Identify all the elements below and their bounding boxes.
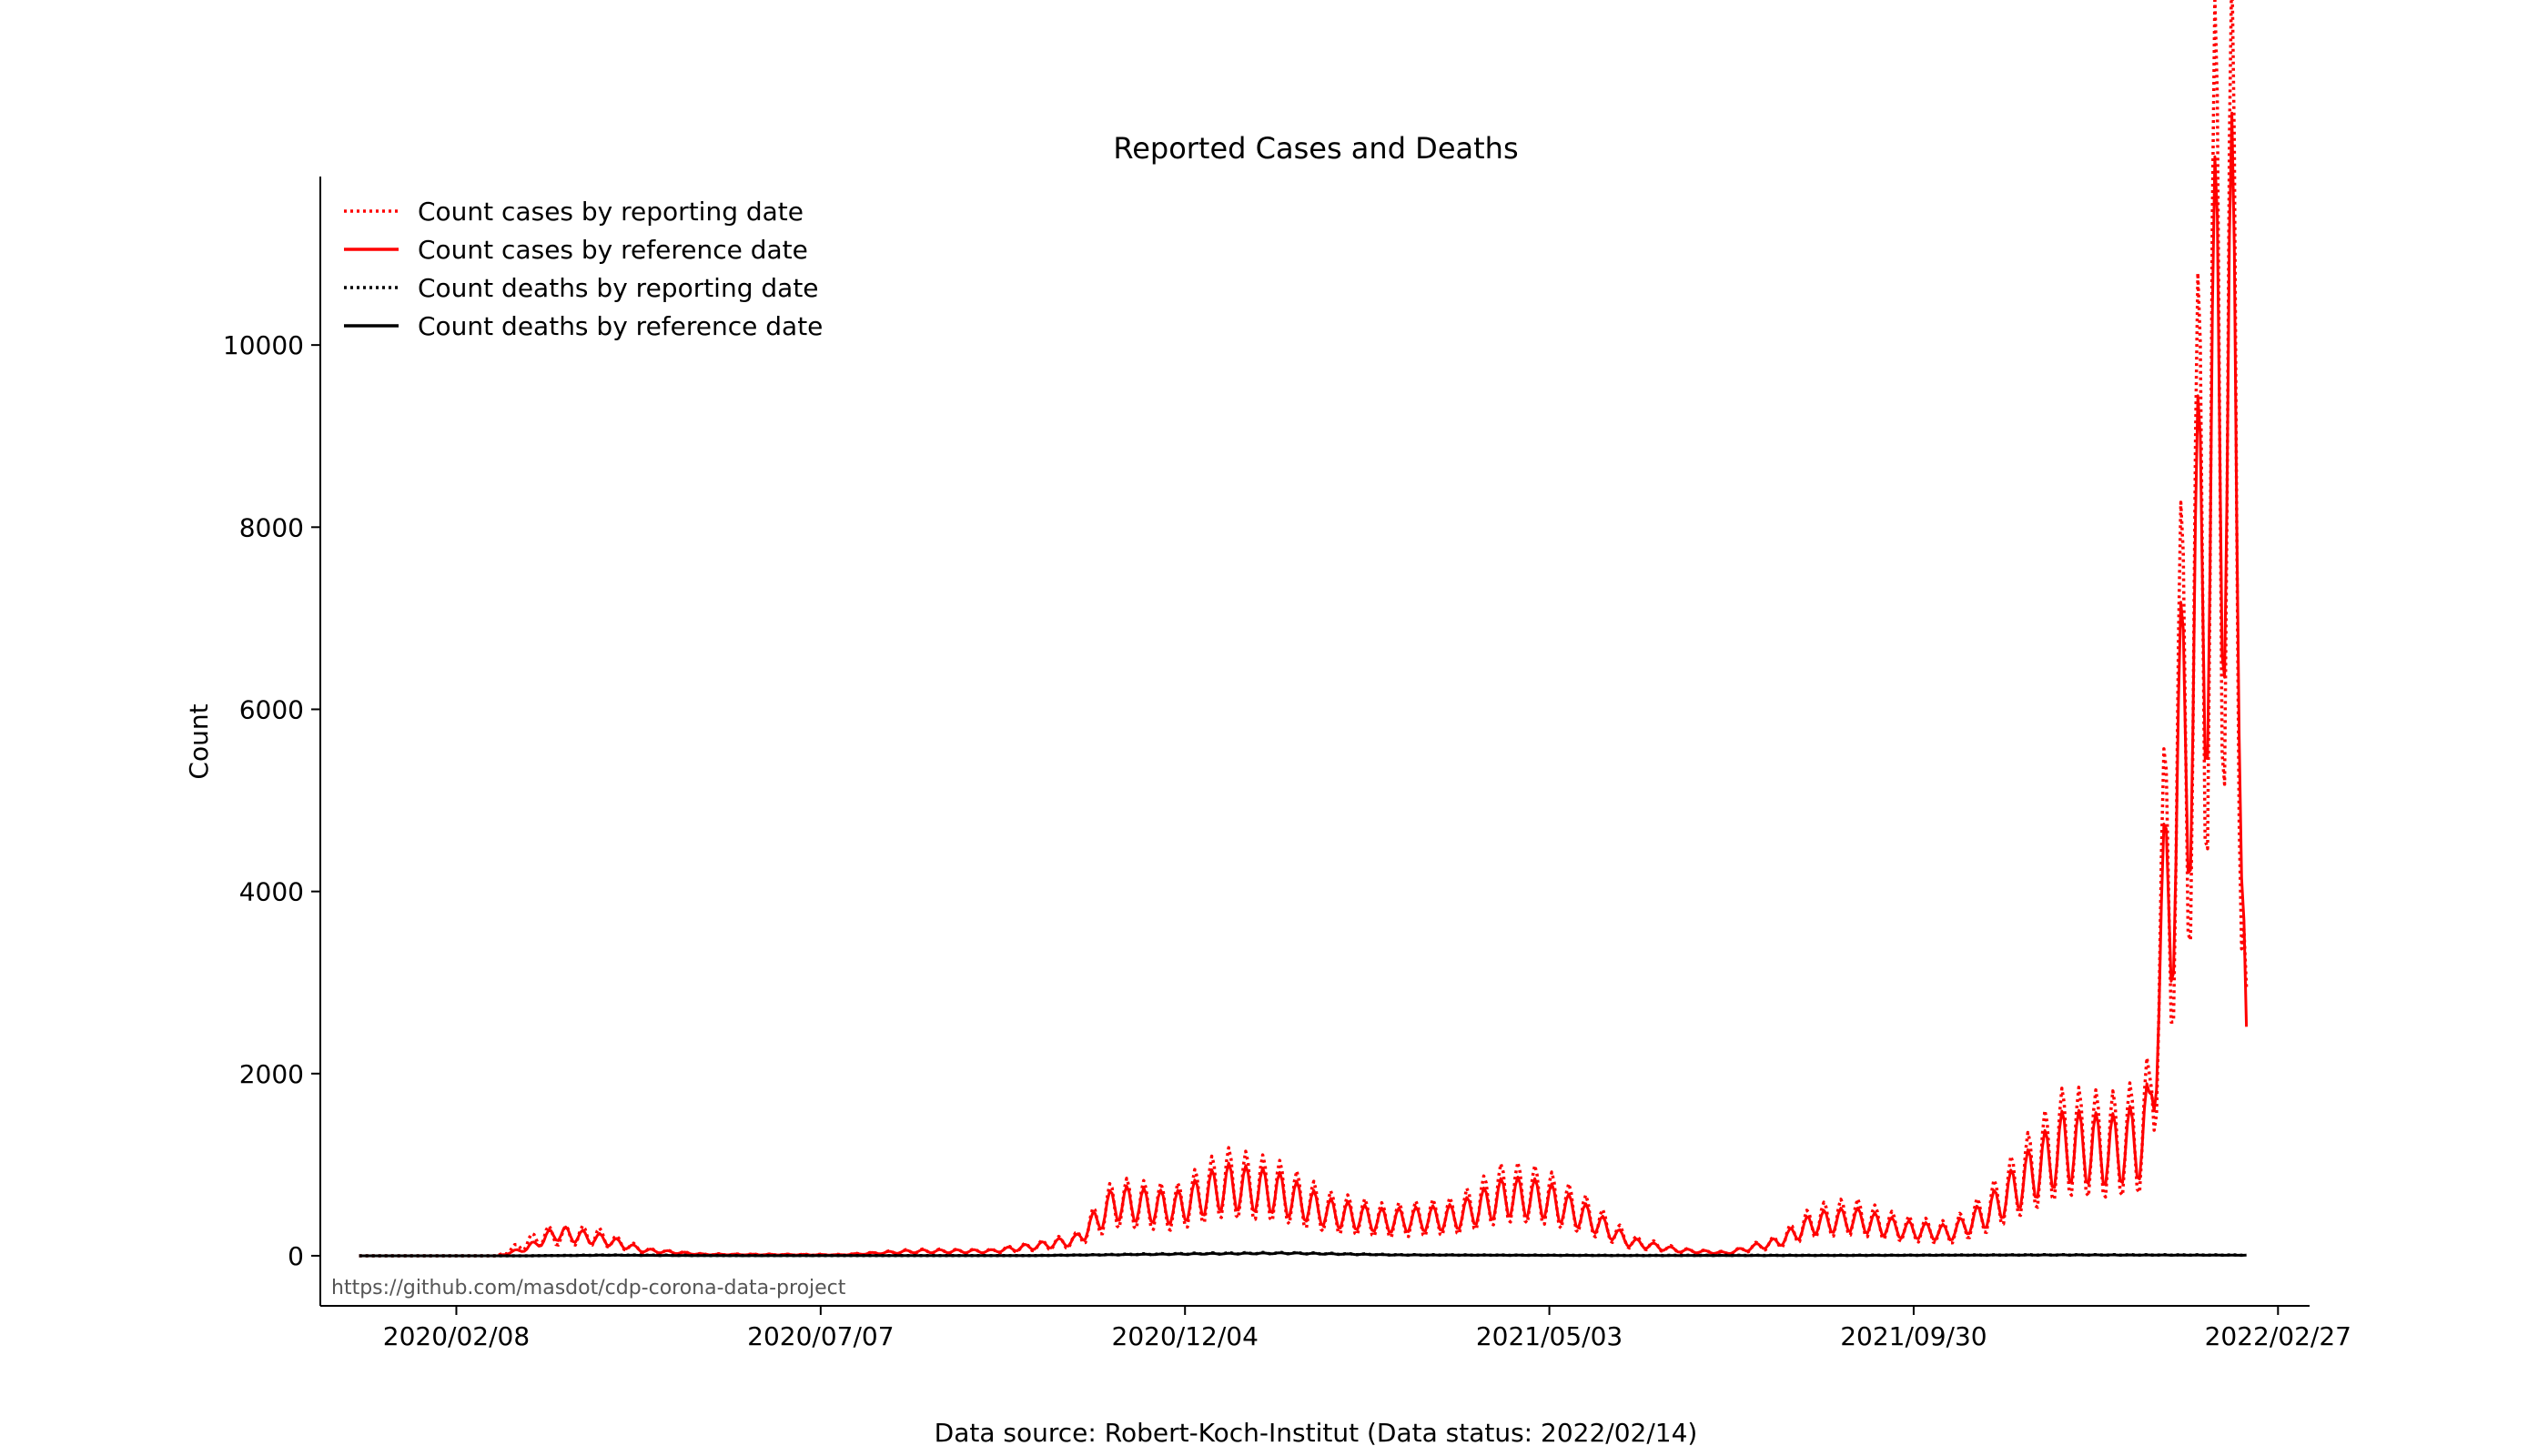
x-tick-label: 2020/12/04 xyxy=(1112,1321,1259,1351)
legend-label: Count deaths by reference date xyxy=(418,311,823,341)
x-tick-label: 2021/09/30 xyxy=(1840,1321,1987,1351)
x-tick-label: 2020/02/08 xyxy=(383,1321,530,1351)
source-url-annotation: https://github.com/masdot/cdp-corona-dat… xyxy=(331,1277,846,1299)
x-tick-label: 2022/02/27 xyxy=(2205,1321,2351,1351)
chart-title: Reported Cases and Deaths xyxy=(1113,131,1518,166)
legend: Count cases by reporting date Count cases… xyxy=(344,197,823,341)
y-tick-label: 10000 xyxy=(223,330,304,360)
y-tick-label: 0 xyxy=(288,1241,304,1271)
y-ticks: 0 2000 4000 6000 8000 10000 xyxy=(223,330,320,1271)
data-source-footer: Data source: Robert-Koch-Institut (Data … xyxy=(935,1418,1698,1448)
x-tick-label: 2020/07/07 xyxy=(747,1321,894,1351)
y-tick-label: 8000 xyxy=(239,512,304,542)
x-ticks: 2020/02/08 2020/07/07 2020/12/04 2021/05/03… xyxy=(383,1306,2351,1351)
x-tick-label: 2021/05/03 xyxy=(1476,1321,1623,1351)
y-tick-label: 4000 xyxy=(239,877,304,907)
series-line xyxy=(359,1251,2247,1258)
legend-label: Count cases by reference date xyxy=(418,235,808,265)
legend-label: Count deaths by reporting date xyxy=(418,273,819,303)
y-tick-label: 2000 xyxy=(239,1059,304,1089)
legend-label: Count cases by reporting date xyxy=(418,197,804,227)
series-line xyxy=(359,0,2249,1258)
y-axis-label: Count xyxy=(184,703,214,779)
plot-lines xyxy=(359,0,2249,1258)
series-line xyxy=(359,111,2249,1258)
y-tick-label: 6000 xyxy=(239,694,304,724)
